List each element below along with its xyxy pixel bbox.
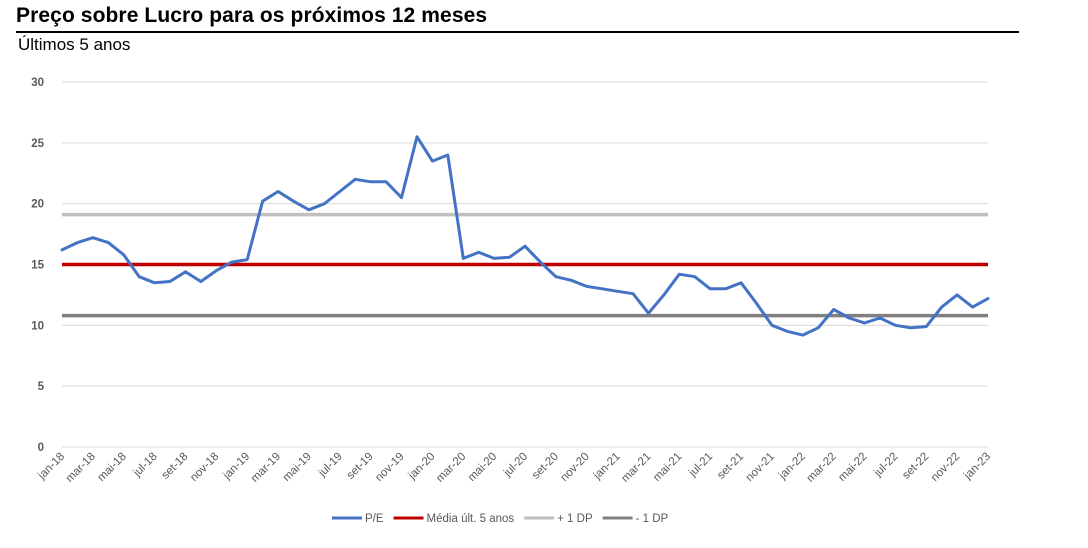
x-tick-label: mar-21 [619,451,653,485]
y-tick-label: 10 [31,320,44,332]
pe-line [60,135,990,337]
x-tick-label: nov-19 [373,451,406,484]
x-tick-label: nov-18 [188,451,221,484]
y-tick-label: 25 [31,138,44,150]
x-tick-label: set-18 [159,451,190,482]
chart-subtitle: Últimos 5 anos [18,35,131,54]
reference-lines [62,212,988,318]
chart-title: Preço sobre Lucro para os próximos 12 me… [16,4,488,27]
legend-label: Média últ. 5 anos [427,513,515,525]
x-tick-label: set-21 [715,451,746,482]
y-tick-label: 0 [38,442,44,454]
x-tick-label: mai-19 [281,451,314,484]
x-tick-label: mai-22 [836,451,869,484]
y-tick-label: 30 [31,77,44,89]
x-tick-label: mai-20 [466,451,499,484]
x-tick-label: mar-19 [249,451,283,485]
x-tick-label: mai-18 [96,451,129,484]
x-tick-label: mai-21 [651,451,684,484]
x-tick-label: set-22 [900,451,931,482]
x-tick-label: nov-22 [929,451,962,484]
legend: P/E Média últ. 5 anos + 1 DP - 1 DP [332,513,669,525]
y-tick-label: 20 [31,199,44,211]
x-tick-label: set-19 [345,451,376,482]
x-tick-label: jan-20 [406,451,438,483]
x-tick-label: jan-23 [961,451,993,483]
x-tick-label: mar-22 [805,451,839,485]
x-tick-label: jul-18 [131,451,160,480]
x-tick-label: jul-20 [501,451,530,480]
x-tick-label: jan-21 [591,451,623,483]
legend-label: + 1 DP [557,513,593,525]
gridlines [62,81,988,448]
y-tick-label: 5 [38,381,45,393]
y-tick-label: 15 [31,260,44,272]
x-tick-label: jan-22 [776,451,808,483]
x-tick-label: jul-21 [686,451,715,480]
x-tick-label: nov-21 [744,451,777,484]
x-tick-label: jul-22 [871,451,900,480]
x-tick-label: set-20 [530,451,561,482]
x-tick-label: jan-18 [35,451,67,483]
x-tick-label: mar-20 [434,451,468,485]
x-tick-label: nov-20 [558,451,591,484]
title-underline [16,31,1019,33]
legend-label: P/E [365,513,384,525]
legend-label: - 1 DP [636,513,669,525]
x-tick-label: mar-18 [64,451,98,485]
x-tick-label: jul-19 [316,451,345,480]
pe-series [60,135,990,337]
x-tick-label: jan-19 [221,451,253,483]
y-axis-ticks: 0 5 10 15 20 25 30 [31,77,44,454]
